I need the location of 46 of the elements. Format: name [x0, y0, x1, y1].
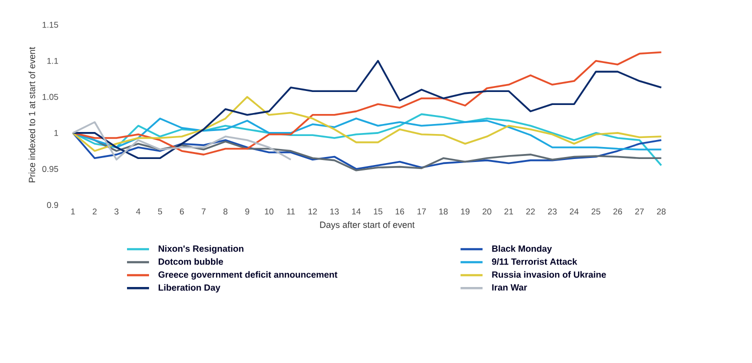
x-tick-label: 14 [352, 208, 361, 214]
y-tick-label: 1.05 [42, 94, 58, 100]
x-tick-label: 7 [202, 208, 206, 214]
x-axis-title: Days after start of event [320, 221, 415, 230]
y-tick-label: 1.1 [47, 58, 58, 64]
legend-label: 9/11 Terrorist Attack [492, 258, 578, 265]
x-tick-label: 13 [330, 208, 339, 215]
x-tick-label: 12 [308, 208, 317, 214]
y-tick-label: 1 [54, 130, 58, 136]
line-series [72, 121, 292, 160]
x-tick-label: 11 [287, 208, 295, 214]
y-tick-label: 0.95 [42, 166, 58, 172]
legend-label: Iran War [492, 284, 528, 291]
x-tick-label: 4 [136, 208, 140, 214]
x-tick-label: 9 [245, 208, 250, 215]
x-tick-label: 20 [482, 208, 492, 215]
x-tick-label: 6 [180, 208, 184, 215]
legend-label: Black Monday [492, 245, 552, 254]
x-tick-label: 22 [526, 208, 535, 214]
x-tick-label: 2 [92, 208, 97, 214]
legend-label: Dotcom bubble [158, 258, 224, 265]
x-tick-label: 8 [223, 208, 228, 215]
x-tick-label: 16 [396, 208, 404, 215]
x-tick-label: 19 [461, 208, 470, 215]
y-axis-title: Price indexed to 1 at start of event [28, 46, 36, 182]
y-tick-label: 0.9 [47, 202, 58, 208]
x-tick-label: 18 [439, 208, 448, 215]
x-tick-label: 1 [71, 208, 75, 214]
y-tick-label: 1.15 [42, 22, 58, 28]
x-tick-label: 27 [635, 208, 644, 214]
legend-label: Russia invasion of Ukraine [492, 271, 606, 278]
x-tick-label: 28 [656, 208, 666, 215]
line-series [72, 96, 662, 152]
x-tick-label: 23 [548, 208, 557, 215]
legend-label: Greece government deficit announcement [158, 271, 338, 280]
legend-label: Liberation Day [158, 284, 220, 293]
x-tick-label: 26 [613, 208, 622, 215]
x-tick-label: 5 [158, 208, 162, 214]
x-tick-label: 3 [114, 208, 118, 215]
x-tick-label: 17 [417, 208, 426, 214]
x-tick-label: 15 [374, 208, 382, 214]
x-tick-label: 25 [592, 208, 600, 215]
x-tick-label: 21 [504, 208, 514, 214]
x-tick-label: 24 [570, 208, 579, 214]
legend-label: Nixon's Resignation [158, 245, 244, 254]
x-tick-label: 10 [264, 208, 274, 215]
